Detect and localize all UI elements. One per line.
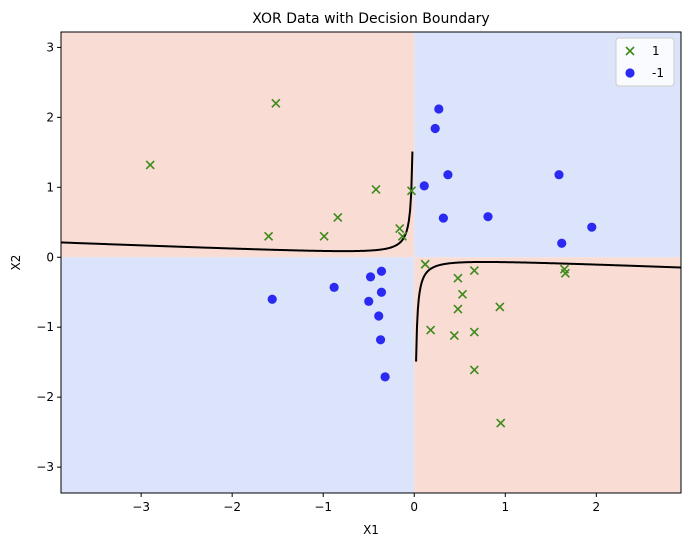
legend-marker-circle (625, 68, 635, 78)
point-class-neg1 (554, 170, 564, 180)
point-class-neg1 (376, 266, 387, 276)
x-tick-label: −2 (223, 500, 241, 514)
decision-boundary-right (415, 260, 681, 362)
point-class-1 (395, 224, 405, 234)
point-class-neg1 (430, 123, 440, 134)
y-tick-label: 2 (46, 110, 54, 124)
point-class-neg1 (267, 294, 277, 304)
point-class-neg1 (365, 272, 376, 282)
point-class-1 (457, 289, 468, 299)
point-class-neg1 (380, 372, 390, 382)
point-class-neg1 (443, 170, 453, 180)
point-class-neg1 (375, 335, 386, 345)
x-tick-label: 0 (410, 500, 418, 514)
plot-frame (60, 31, 682, 494)
point-class-1 (371, 184, 381, 194)
point-class-1 (449, 331, 459, 341)
region-bottom-left (61, 257, 415, 493)
point-class-1 (264, 231, 274, 241)
point-class-1 (453, 304, 463, 314)
legend-marker-x (625, 46, 635, 56)
point-class-neg1 (364, 296, 374, 306)
point-class-1 (496, 418, 506, 428)
y-tick-label: 1 (46, 180, 54, 194)
x-tick-label: 1 (501, 500, 509, 514)
point-class-neg1 (557, 238, 567, 248)
point-class-1 (319, 231, 329, 241)
x-tick-label: 2 (593, 500, 601, 514)
region-top-left (61, 32, 415, 258)
y-tick-label: 0 (46, 250, 54, 264)
point-class-neg1 (434, 104, 444, 114)
legend-label: 1 (652, 44, 660, 58)
point-class-1 (271, 98, 281, 108)
legend-label: -1 (652, 66, 664, 80)
decision-regions (61, 32, 681, 493)
y-tick-label: −1 (36, 320, 54, 334)
point-class-neg1 (483, 212, 493, 222)
x-tick-label: −1 (314, 500, 332, 514)
x-axis-label: X1 (363, 523, 379, 537)
point-class-1 (495, 302, 505, 312)
y-tick-label: 3 (46, 40, 54, 54)
point-class-1 (333, 212, 343, 222)
y-tick-label: −3 (36, 460, 54, 474)
point-class-neg1 (374, 311, 384, 321)
y-tick-label: −2 (36, 390, 54, 404)
point-class-1 (420, 259, 430, 269)
point-class-1 (426, 325, 436, 335)
point-class-neg1 (329, 282, 339, 292)
point-class-neg1 (376, 287, 387, 297)
point-class-neg1 (438, 213, 448, 223)
point-class-1 (453, 273, 463, 283)
point-class-1 (397, 231, 407, 241)
point-class-1 (469, 265, 479, 276)
axis-ticks: −3 −2 −1 0 1 2 −3 −2 −1 0 1 2 3 (36, 40, 600, 514)
legend-box (615, 37, 675, 87)
point-class-neg1 (419, 181, 429, 191)
chart-title: XOR Data with Decision Boundary (252, 11, 489, 27)
region-bottom-right (414, 257, 681, 493)
y-axis-label: X2 (9, 255, 23, 271)
point-class-1 (469, 327, 479, 337)
x-tick-label: −3 (132, 500, 150, 514)
point-class-1 (560, 268, 570, 278)
point-class-neg1 (587, 222, 597, 232)
plot-area (60, 31, 682, 494)
point-class-1 (406, 186, 417, 196)
point-class-1 (145, 160, 155, 170)
point-class-1 (469, 365, 479, 375)
decision-boundary-left (61, 151, 414, 253)
legend: 1 -1 (615, 37, 675, 87)
